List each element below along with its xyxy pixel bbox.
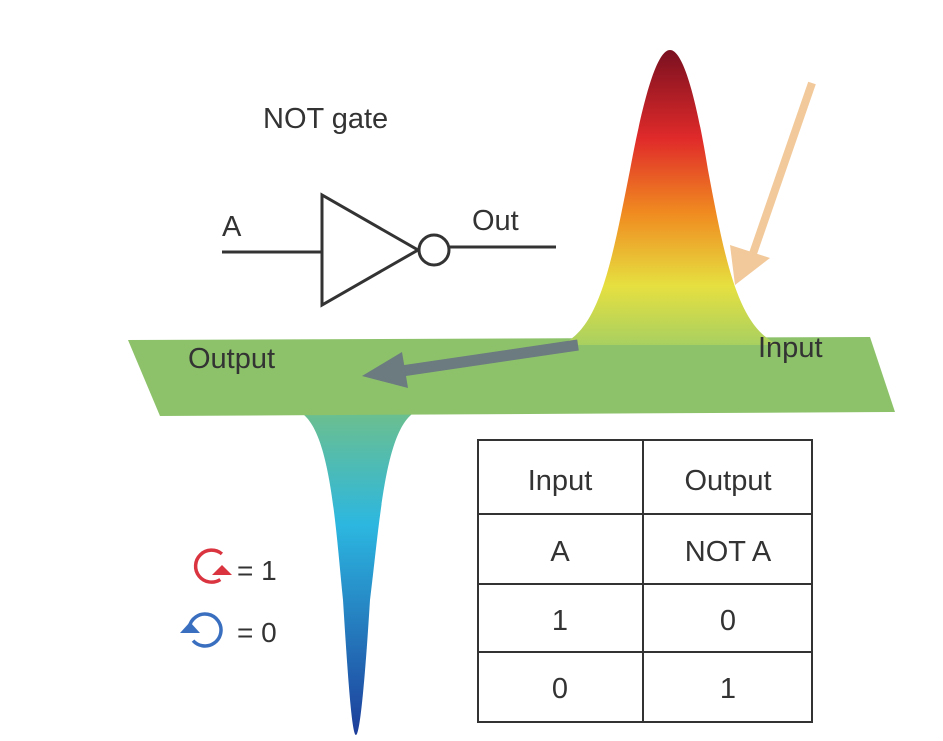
clockwise-circle-arrow-icon (193, 548, 232, 584)
plane-output-label: Output (188, 343, 275, 375)
output-well (300, 412, 415, 735)
table-cell: A (550, 536, 570, 568)
green-plane (128, 337, 895, 416)
legend-one-text: = 1 (237, 555, 277, 586)
legend-zero: = 0 (180, 612, 277, 648)
input-arrow (730, 81, 816, 285)
signal-arrow (362, 339, 579, 388)
gate-title: NOT gate (263, 103, 388, 135)
counterclockwise-circle-arrow-icon (180, 612, 223, 648)
legend-zero-text: = 0 (237, 617, 277, 648)
table-header-input: Input (528, 465, 593, 497)
truth-table (477, 439, 813, 723)
legend-one: = 1 (193, 548, 277, 586)
table-cell: 0 (552, 673, 568, 705)
gate-input-label: A (222, 211, 242, 243)
table-cell: 1 (720, 673, 736, 705)
table-cell: 1 (552, 605, 568, 637)
table-cell: 0 (720, 605, 736, 637)
plane-input-label: Input (758, 332, 823, 364)
table-cell: NOT A (685, 536, 772, 568)
not-gate-symbol (222, 192, 556, 308)
table-header-output: Output (684, 465, 771, 497)
gate-output-label: Out (472, 205, 519, 237)
input-peak (560, 50, 780, 345)
